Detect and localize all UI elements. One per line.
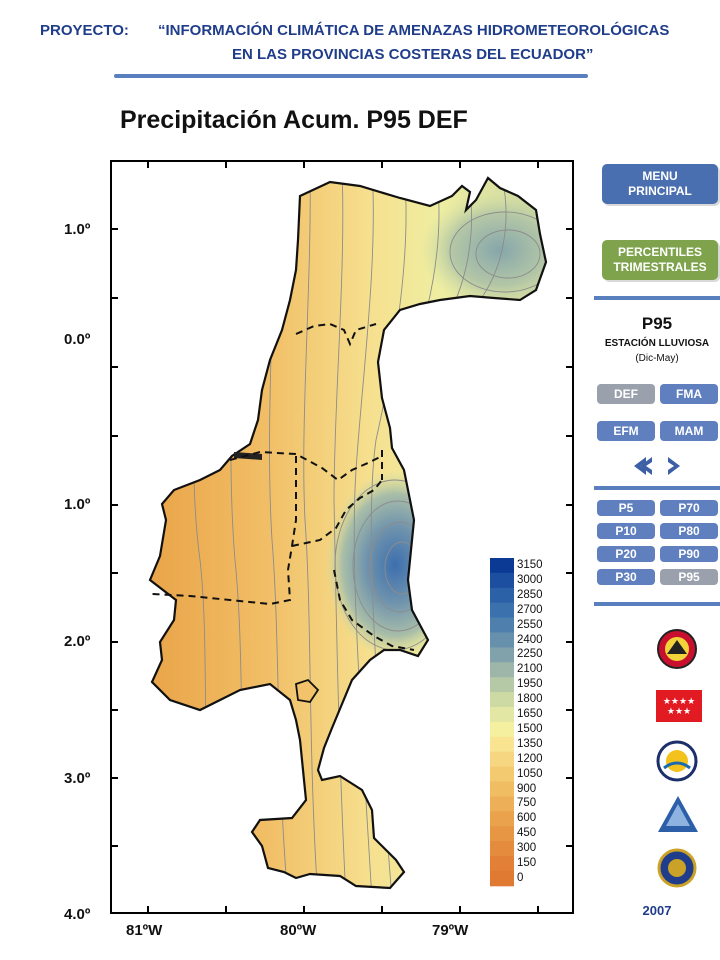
pct-p5-button[interactable]: P5 [597,500,655,516]
legend-swatch [490,677,514,693]
section-title: P95 [641,314,673,333]
legend-swatch [490,662,514,678]
lat-label-0: 0.0º [64,331,91,348]
flag-logo: ★★★★ ★★★ [656,690,702,722]
legend-swatch [490,707,514,723]
legend-value: 150 [517,857,537,869]
lat-label-2s: 2.0º [64,633,91,650]
percentiles-label-line2: TRIMESTRALES [613,260,707,274]
prev-arrow-icon[interactable] [640,457,652,475]
legend-swatch [490,558,514,574]
inamhi-logo [658,796,698,832]
lat-label-3s: 3.0º [64,770,91,787]
svg-text:★★★★: ★★★★ [663,697,695,707]
section-subtitle: ESTACIÓN LLUVIOSA [604,338,710,349]
lat-label-1s: 1.0º [64,496,91,513]
nav-arrows [634,457,680,475]
legend-value: 300 [517,842,537,855]
sidebar-divider-bottom [594,602,720,606]
legend-value: 3000 [517,573,543,586]
header-divider [114,74,588,78]
pct-p30-button[interactable]: P30 [597,569,655,585]
pct-p80-button[interactable]: P80 [660,523,718,539]
project-title-line1: “INFORMACIÓN CLIMÁTICA DE AMENAZAS HIDRO… [158,22,670,39]
legend-swatch [490,826,514,842]
legend-value: 1500 [517,722,543,735]
legend-swatch [490,647,514,663]
year-label: 2007 [642,903,672,918]
legend-value: 2850 [517,588,543,601]
legend-swatch [490,841,514,857]
legend-swatch [490,617,514,633]
percentiles-label-line1: PERCENTILES [617,245,702,259]
legend-swatch [490,751,514,768]
legend-swatch [490,766,514,782]
legend-value: 1800 [517,693,543,706]
next-arrow-icon[interactable] [668,457,680,475]
percentiles-trimestrales-button[interactable]: PERCENTILES TRIMESTRALES [602,240,718,280]
menu-label-line1: MENU [642,169,678,183]
legend-swatch [490,602,514,619]
legend-swatch [490,736,514,753]
legend-value: 750 [517,797,537,810]
season-mam-button[interactable]: MAM [660,421,718,441]
legend-value: 2250 [517,648,543,661]
legend-swatch [490,692,514,708]
legend-value: 3150 [517,559,543,571]
menu-principal-button[interactable]: MENU PRINCIPAL [602,164,718,204]
season-def-button[interactable]: DEF [597,384,655,404]
legend-value: 600 [517,812,537,825]
legend-value: 0 [517,871,524,884]
season-fma-button[interactable]: FMA [660,384,718,404]
legend-value: 900 [517,782,537,795]
legend-swatch [490,796,514,812]
section-period: (Dic-May) [635,353,679,364]
pct-p95-button[interactable]: P95 [660,569,718,585]
legend-value: 450 [517,827,537,840]
map-title: Precipitación Acum. P95 DEF [120,106,468,134]
sidebar-divider-top [594,296,720,300]
season-efm-button[interactable]: EFM [597,421,655,441]
legend-value: 1350 [517,737,543,750]
legend-value: 2100 [517,663,543,676]
legend-swatch [490,781,514,797]
lon-label-79w: 79ºW [432,922,469,939]
legend-value: 1050 [517,767,543,780]
institution-logo-3 [657,848,697,888]
legend-value: 1650 [517,708,543,720]
lon-label-80w: 80ºW [280,922,317,939]
legend-swatch [490,721,514,738]
legend-swatch [490,870,514,887]
menu-label-line2: PRINCIPAL [628,184,692,198]
lat-label-1n: 1.0º [64,221,91,238]
legend-swatch [490,587,514,604]
pct-p70-button[interactable]: P70 [660,500,718,516]
legend-value: 2550 [517,618,543,631]
legend-swatch [490,856,514,872]
legend-value: 1200 [517,752,543,765]
legend-swatch [490,572,514,589]
pct-p20-button[interactable]: P20 [597,546,655,562]
project-label: PROYECTO: [40,22,129,39]
project-title-line2: EN LAS PROVINCIAS COSTERAS DEL ECUADOR” [232,46,594,63]
sidebar-divider-mid [594,486,720,490]
svg-text:★★★: ★★★ [667,707,691,717]
lon-label-81w: 81ºW [126,922,163,939]
institution-logo-2 [656,740,698,782]
legend-value: 1950 [517,678,543,691]
legend-swatch [490,632,514,648]
legend-value: 2400 [517,633,543,646]
legend-swatch [490,811,514,827]
legend-value: 2700 [517,603,543,616]
lat-label-4s: 4.0º [64,906,91,923]
institution-logo-1 [657,629,697,669]
pct-p10-button[interactable]: P10 [597,523,655,539]
legend-color-bar [490,558,514,887]
pct-p90-button[interactable]: P90 [660,546,718,562]
